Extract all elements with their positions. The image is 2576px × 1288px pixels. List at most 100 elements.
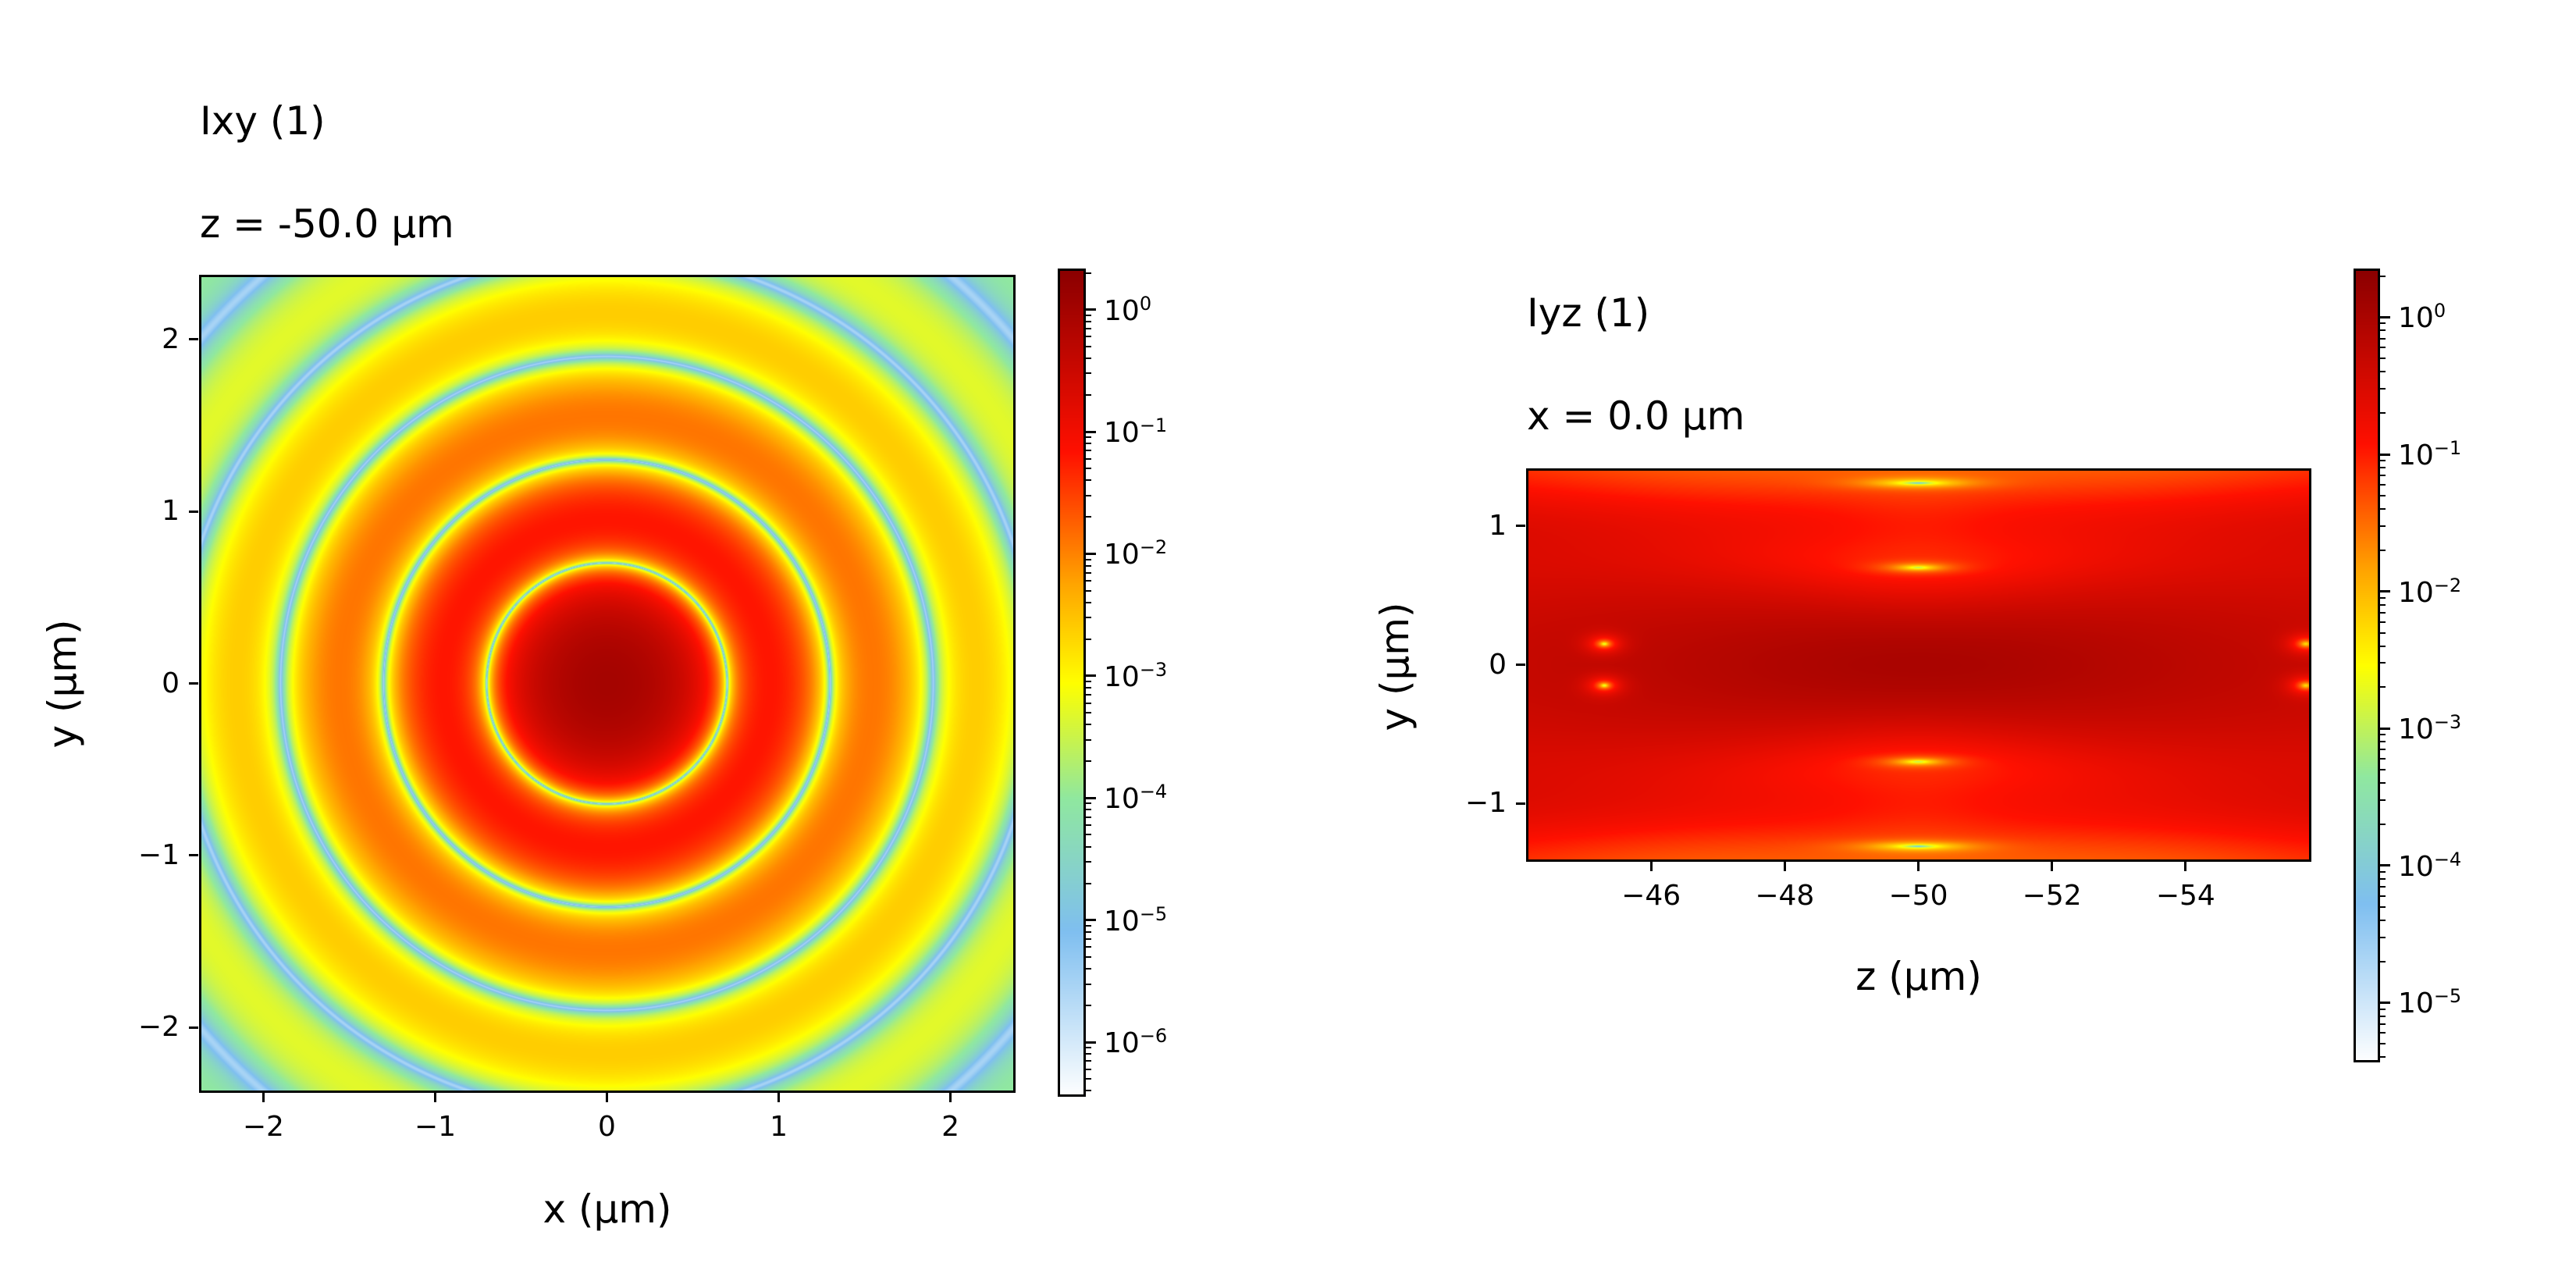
colorbar-minor-tick (2379, 621, 2386, 623)
colorbar-tick-label: 10−2 (1104, 536, 1168, 571)
colorbar-minor-tick (1085, 681, 1091, 683)
colorbar-minor-tick (1085, 1047, 1091, 1049)
colorbar-minor-tick (1085, 494, 1091, 496)
colorbar-minor-tick (1085, 443, 1091, 445)
y-tick-label: −1 (137, 838, 180, 871)
colorbar-major-tick (1085, 674, 1096, 678)
colorbar-major-tick (2379, 727, 2390, 730)
colorbar-major-tick (1085, 430, 1096, 433)
colorbar-tick-label: 10−5 (1104, 902, 1168, 938)
colorbar-minor-tick (1085, 760, 1091, 763)
x-tick-label: −50 (1888, 880, 1948, 912)
colorbar-minor-tick (2379, 507, 2386, 510)
colorbar-minor-tick (1085, 938, 1091, 940)
colorbar-minor-tick (2379, 322, 2386, 325)
y-tick (189, 338, 198, 341)
x-tick-label: −1 (414, 1111, 456, 1143)
colorbar-minor-tick (1085, 357, 1091, 359)
colorbar-minor-tick (1085, 450, 1091, 452)
colorbar-minor-tick (1085, 738, 1091, 741)
colorbar-minor-tick (2379, 906, 2386, 908)
plot-title: Iyz (1) (1527, 290, 1650, 336)
colorbar-minor-tick (1085, 882, 1091, 884)
y-tick (1516, 664, 1525, 666)
colorbar-minor-tick (2379, 936, 2386, 938)
x-tick (777, 1093, 781, 1102)
colorbar-minor-tick (1085, 558, 1091, 560)
colorbar-minor-tick (1085, 580, 1091, 582)
colorbar-minor-tick (1085, 861, 1091, 863)
heatmap-ixy (200, 276, 1014, 1091)
x-tick (1649, 862, 1653, 871)
colorbar-minor-tick (1085, 372, 1091, 375)
colorbar-minor-tick (2379, 799, 2386, 802)
colorbar-tick-label: 10−6 (1104, 1025, 1168, 1060)
colorbar-minor-tick (1085, 824, 1091, 827)
colorbar-minor-tick (2379, 749, 2386, 751)
colorbar-minor-tick (1085, 468, 1091, 470)
colorbar-minor-tick (2379, 337, 2386, 340)
colorbar-minor-tick (1085, 336, 1091, 338)
colorbar-minor-tick (1085, 834, 1091, 836)
colorbar-minor-tick (2379, 484, 2386, 486)
colorbar-tick-label: 10−3 (2398, 711, 2462, 746)
x-tick-label: −46 (1621, 880, 1681, 912)
colorbar-minor-tick (1085, 724, 1091, 726)
colorbar-major-tick (1085, 796, 1096, 799)
colorbar-major-tick (1085, 308, 1096, 311)
y-tick (1516, 525, 1525, 528)
colorbar-minor-tick (2379, 1023, 2386, 1025)
x-tick (433, 1093, 436, 1102)
colorbar-minor-tick (2379, 603, 2386, 606)
colorbar-minor-tick (1085, 983, 1091, 985)
colorbar-minor-tick (2379, 1056, 2386, 1059)
x-tick-label: −52 (2022, 880, 2082, 912)
colorbar-minor-tick (1085, 393, 1091, 396)
x-tick (949, 1093, 952, 1102)
x-axis-label: x (µm) (543, 1187, 672, 1232)
x-tick-label: 2 (941, 1111, 960, 1143)
colorbar-minor-tick (1085, 436, 1091, 439)
colorbar-minor-tick (2379, 371, 2386, 373)
colorbar-minor-tick (1085, 955, 1091, 958)
x-tick-label: −2 (242, 1111, 284, 1143)
colorbar-major-tick (2379, 590, 2390, 593)
x-tick-label: 1 (770, 1111, 788, 1143)
x-tick (1917, 862, 1920, 871)
colorbar-minor-tick (2379, 412, 2386, 415)
colorbar-ixy (1059, 269, 1085, 1096)
y-tick-label: 2 (162, 322, 180, 355)
heatmap-iyz (1527, 469, 2310, 860)
colorbar-tick-label: 10−2 (2398, 574, 2462, 609)
colorbar-tick-label: 10−3 (1104, 658, 1168, 693)
colorbar-minor-tick (2379, 1043, 2386, 1045)
colorbar-tick-label: 10−4 (2398, 848, 2462, 883)
colorbar-minor-tick (1085, 1078, 1091, 1080)
colorbar-minor-tick (1085, 272, 1091, 274)
colorbar-minor-tick (2379, 960, 2386, 962)
colorbar-minor-tick (1085, 327, 1091, 329)
colorbar-minor-tick (2379, 460, 2386, 462)
colorbar-minor-tick (1085, 946, 1091, 948)
colorbar-minor-tick (1085, 589, 1091, 592)
y-tick-label: 1 (162, 495, 180, 528)
colorbar-minor-tick (2379, 758, 2386, 760)
colorbar-minor-tick (1085, 320, 1091, 322)
colorbar-minor-tick (2379, 388, 2386, 390)
colorbar-minor-tick (2379, 769, 2386, 771)
y-tick (189, 854, 198, 857)
colorbar-minor-tick (2379, 1008, 2386, 1010)
colorbar-minor-tick (1085, 564, 1091, 567)
colorbar-minor-tick (2379, 919, 2386, 921)
colorbar-tick-label: 10−1 (1104, 415, 1168, 450)
colorbar-minor-tick (1085, 1068, 1091, 1070)
y-axis-label: y (µm) (1372, 602, 1418, 731)
colorbar-minor-tick (2379, 347, 2386, 349)
colorbar-minor-tick (1085, 845, 1091, 848)
colorbar-major-tick (2379, 1001, 2390, 1004)
colorbar-major-tick (2379, 453, 2390, 456)
x-tick (2184, 862, 2187, 871)
colorbar-tick-label: 10−1 (2398, 437, 2462, 472)
plot-subtitle: z = -50.0 µm (200, 201, 454, 247)
colorbar-minor-tick (2379, 611, 2386, 614)
